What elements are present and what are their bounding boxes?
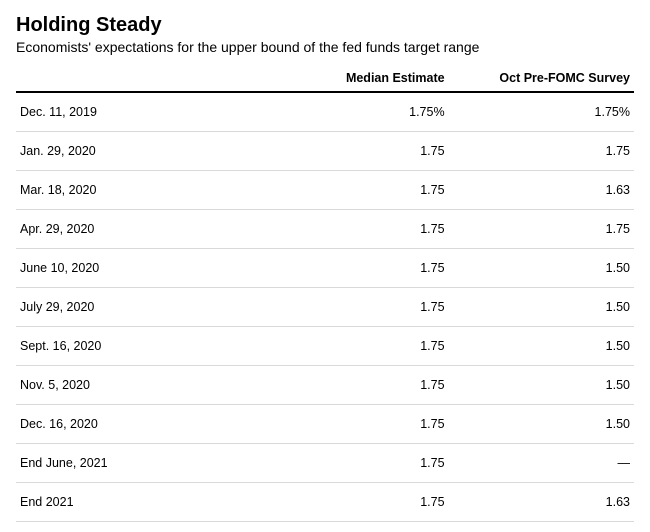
cell-median: 1.75: [263, 210, 448, 249]
cell-date: Jan. 29, 2020: [16, 132, 263, 171]
table-row: Mar. 18, 2020 1.75 1.63: [16, 171, 634, 210]
cell-median: 1.75: [263, 132, 448, 171]
cell-date: Mar. 18, 2020: [16, 171, 263, 210]
cell-date: Sept. 16, 2020: [16, 327, 263, 366]
cell-date: End 2021: [16, 483, 263, 522]
cell-oct: 1.50: [449, 405, 634, 444]
data-table: Median Estimate Oct Pre-FOMC Survey Dec.…: [16, 65, 634, 522]
cell-date: End June, 2021: [16, 444, 263, 483]
table-header-row: Median Estimate Oct Pre-FOMC Survey: [16, 65, 634, 92]
col-header-median: Median Estimate: [263, 65, 448, 92]
table-container: Holding Steady Economists' expectations …: [0, 0, 650, 532]
table-row: Dec. 11, 2019 1.75% 1.75%: [16, 92, 634, 132]
cell-median: 1.75: [263, 366, 448, 405]
table-row: Dec. 16, 2020 1.75 1.50: [16, 405, 634, 444]
cell-oct: 1.63: [449, 483, 634, 522]
cell-date: Dec. 16, 2020: [16, 405, 263, 444]
cell-oct: —: [449, 444, 634, 483]
cell-oct: 1.63: [449, 171, 634, 210]
cell-oct: 1.50: [449, 327, 634, 366]
table-row: Apr. 29, 2020 1.75 1.75: [16, 210, 634, 249]
cell-median: 1.75: [263, 171, 448, 210]
page-title: Holding Steady: [16, 14, 634, 37]
col-header-oct: Oct Pre-FOMC Survey: [449, 65, 634, 92]
table-row: Nov. 5, 2020 1.75 1.50: [16, 366, 634, 405]
cell-median: 1.75: [263, 288, 448, 327]
cell-median: 1.75%: [263, 92, 448, 132]
cell-oct: 1.50: [449, 366, 634, 405]
table-row: Jan. 29, 2020 1.75 1.75: [16, 132, 634, 171]
cell-oct: 1.50: [449, 288, 634, 327]
cell-oct: 1.75: [449, 132, 634, 171]
cell-oct: 1.75%: [449, 92, 634, 132]
table-row: End June, 2021 1.75 —: [16, 444, 634, 483]
cell-oct: 1.75: [449, 210, 634, 249]
cell-median: 1.75: [263, 327, 448, 366]
cell-median: 1.75: [263, 405, 448, 444]
cell-date: Nov. 5, 2020: [16, 366, 263, 405]
table-row: End 2021 1.75 1.63: [16, 483, 634, 522]
page-subtitle: Economists' expectations for the upper b…: [16, 39, 634, 55]
col-header-date: [16, 65, 263, 92]
cell-oct: 1.50: [449, 249, 634, 288]
cell-date: June 10, 2020: [16, 249, 263, 288]
table-row: Sept. 16, 2020 1.75 1.50: [16, 327, 634, 366]
table-body: Dec. 11, 2019 1.75% 1.75% Jan. 29, 2020 …: [16, 92, 634, 522]
cell-median: 1.75: [263, 444, 448, 483]
cell-date: Apr. 29, 2020: [16, 210, 263, 249]
table-row: July 29, 2020 1.75 1.50: [16, 288, 634, 327]
cell-median: 1.75: [263, 249, 448, 288]
cell-date: Dec. 11, 2019: [16, 92, 263, 132]
cell-median: 1.75: [263, 483, 448, 522]
table-row: June 10, 2020 1.75 1.50: [16, 249, 634, 288]
cell-date: July 29, 2020: [16, 288, 263, 327]
